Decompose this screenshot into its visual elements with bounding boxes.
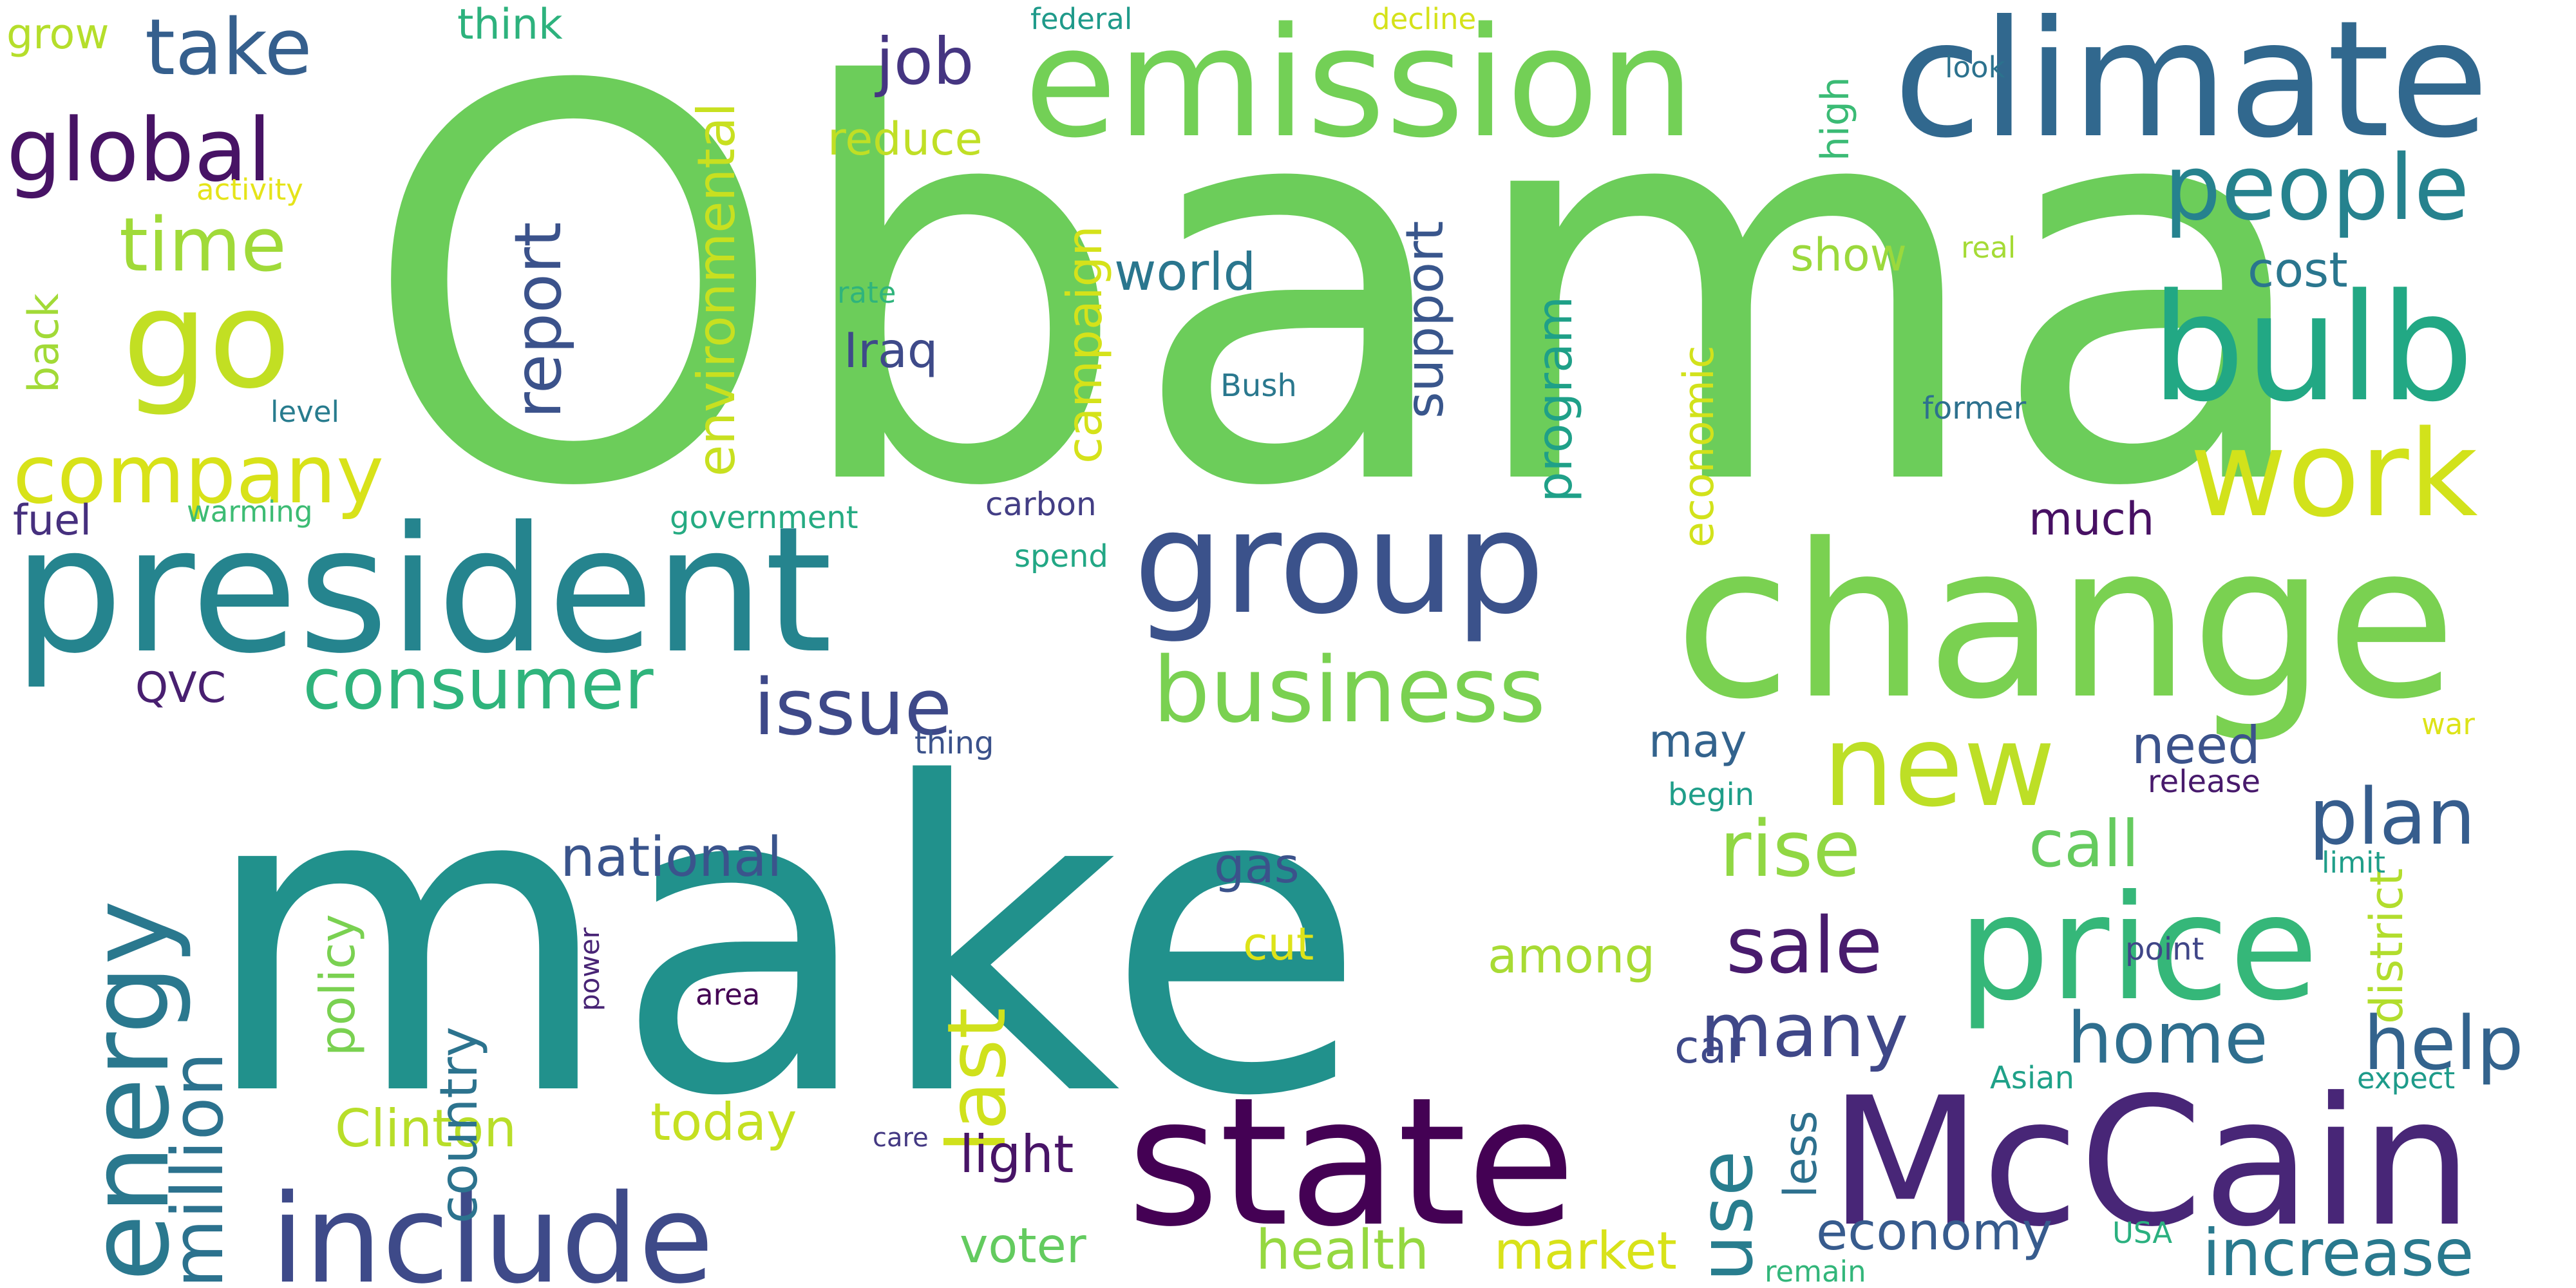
word-back: back [20, 293, 68, 393]
word-fuel: fuel [13, 497, 91, 545]
word-price: price [1958, 864, 2318, 1033]
word-show: show [1790, 229, 1907, 281]
word-remain: remain [1765, 1255, 1866, 1288]
word-change: change [1674, 498, 2456, 746]
word-national: national [560, 826, 782, 889]
word-activity: activity [196, 173, 303, 207]
word-million: million [156, 1052, 239, 1288]
word-mccain: McCain [1829, 1059, 2473, 1265]
word-include: include [270, 1168, 714, 1288]
word-home: home [2067, 997, 2268, 1079]
word-go: go [122, 261, 291, 419]
word-clinton: Clinton [335, 1099, 516, 1159]
word-consumer: consumer [303, 643, 654, 725]
word-report: report [500, 222, 576, 419]
word-new: new [1823, 701, 2056, 832]
word-global: global [6, 100, 272, 201]
word-look: look [1945, 50, 2005, 84]
word-need: need [2132, 715, 2260, 775]
word-business: business [1153, 638, 1546, 743]
word-government: government [670, 500, 858, 536]
word-emission: emission [1024, 0, 1695, 171]
word-sale: sale [1726, 902, 1882, 991]
word-care: care [873, 1123, 929, 1153]
word-market: market [1494, 1221, 1677, 1281]
word-grow: grow [6, 10, 109, 59]
word-bush: Bush [1220, 368, 1297, 404]
word-campaign: campaign [1056, 225, 1113, 464]
word-power: power [574, 927, 605, 1011]
word-real: real [1961, 231, 2016, 265]
word-take: take [145, 3, 312, 93]
word-use: use [1683, 1150, 1770, 1282]
word-federal: federal [1030, 2, 1132, 36]
word-policy: policy [309, 914, 366, 1056]
word-begin: begin [1668, 777, 1754, 813]
word-country: country [429, 1027, 489, 1224]
word-less: less [1774, 1111, 1827, 1198]
word-war: war [2421, 707, 2475, 741]
word-call: call [2029, 806, 2139, 882]
word-carbon: carbon [985, 486, 1097, 523]
word-energy: energy [66, 900, 194, 1282]
word-qvc: QVC [135, 664, 226, 712]
word-health: health [1256, 1218, 1429, 1282]
word-iraq: Iraq [844, 322, 938, 379]
word-people: people [2164, 136, 2470, 241]
word-support: support [1395, 221, 1455, 419]
word-obama: Obama [361, 0, 2320, 605]
word-gas: gas [1214, 837, 1300, 894]
word-plan: plan [2309, 773, 2476, 862]
word-last: last [931, 1008, 1024, 1153]
word-asian: Asian [1990, 1060, 2074, 1096]
word-state: state [1127, 1059, 1576, 1265]
word-company: company [13, 428, 384, 522]
word-light: light [960, 1124, 1074, 1184]
word-car: car [1674, 1021, 1745, 1074]
word-among: among [1488, 927, 1655, 984]
word-president: president [13, 489, 833, 692]
word-climate: climate [1893, 0, 2489, 173]
word-district: district [2360, 868, 2413, 1024]
word-group: group [1133, 480, 1545, 645]
word-time: time [119, 202, 287, 289]
word-reduce: reduce [828, 113, 983, 166]
word-usa: USA [2112, 1216, 2172, 1250]
word-rise: rise [1719, 805, 1861, 895]
word-former: former [1922, 390, 2026, 426]
word-release: release [2148, 764, 2260, 800]
word-rate: rate [837, 276, 896, 310]
word-cost: cost [2248, 242, 2348, 298]
word-bulb: bulb [2151, 263, 2474, 435]
word-increase: increase [2202, 1215, 2474, 1288]
word-point: point [2125, 931, 2204, 967]
word-level: level [270, 395, 339, 429]
word-expect: expect [2357, 1061, 2455, 1095]
word-help: help [2363, 1001, 2524, 1087]
word-job: job [875, 24, 974, 99]
word-decline: decline [1372, 2, 1476, 36]
word-may: may [1649, 715, 1747, 768]
word-voter: voter [960, 1217, 1086, 1274]
word-limit: limit [2322, 846, 2385, 880]
word-think: think [457, 1, 563, 49]
word-spend: spend [1014, 538, 1108, 574]
word-high: high [1813, 77, 1858, 161]
word-much: much [2029, 493, 2154, 545]
word-area: area [696, 978, 760, 1012]
word-issue: issue [753, 663, 952, 753]
word-thing: thing [914, 725, 994, 761]
word-warming: warming [187, 495, 313, 529]
word-make: make [200, 694, 1367, 1189]
word-economy: economy [1816, 1202, 2052, 1262]
word-today: today [650, 1092, 797, 1152]
word-work: work [2190, 404, 2478, 544]
word-program: program [1526, 296, 1583, 502]
word-cut: cut [1243, 918, 1314, 971]
word-world: world [1114, 242, 1256, 302]
word-environmental: environmental [687, 102, 746, 477]
word-many: many [1700, 988, 1908, 1074]
word-economic: economic [1675, 345, 1723, 547]
